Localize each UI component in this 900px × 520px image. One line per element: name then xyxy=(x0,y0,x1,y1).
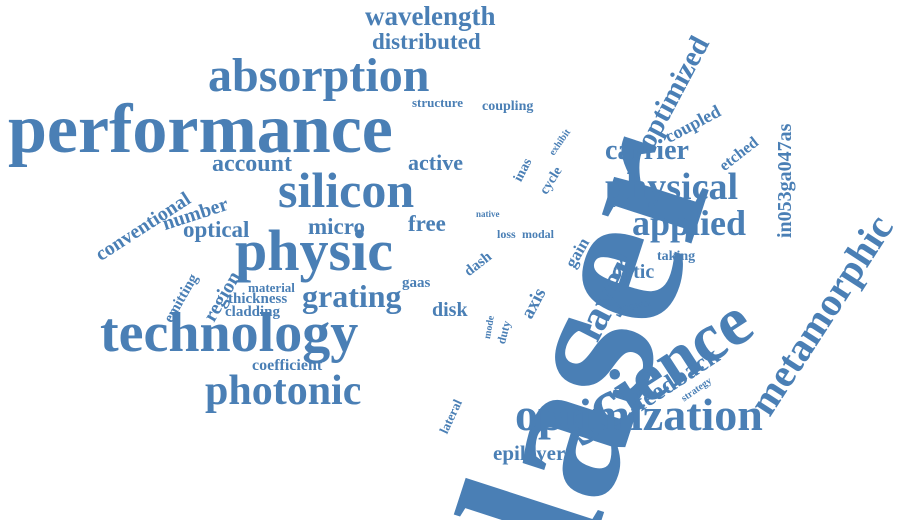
word-active: active xyxy=(408,152,463,174)
word-native: native xyxy=(476,210,500,219)
word-coupling: coupling xyxy=(482,100,533,114)
word-disk: disk xyxy=(432,300,468,320)
word-optical: optical xyxy=(183,218,249,241)
word-metamorphic: metamorphic xyxy=(742,208,900,422)
word-absorption: absorption xyxy=(208,52,429,100)
word-silicon: silicon xyxy=(278,165,414,215)
word-physical: physical xyxy=(605,168,738,206)
word-cladding: cladding xyxy=(225,305,280,320)
word-distributed: distributed xyxy=(372,30,481,53)
word-grating: grating xyxy=(302,280,402,312)
word-free: free xyxy=(408,212,446,235)
word-performance: performance xyxy=(8,95,393,165)
word-loss: loss xyxy=(497,228,516,240)
word-applied: applied xyxy=(632,205,746,241)
word-taking: taking xyxy=(657,250,695,264)
word-account: account xyxy=(212,152,292,176)
word-gaas: gaas xyxy=(402,276,430,291)
word-wavelength: wavelength xyxy=(365,3,496,30)
word-epilayers: epilayers xyxy=(493,443,573,464)
word-in053ga047as: in053ga047as xyxy=(775,124,795,238)
word-photonic: photonic xyxy=(205,370,361,412)
word-micro: micro xyxy=(308,215,365,238)
word-coefficient: coefficient xyxy=(252,358,322,374)
word-structure: structure xyxy=(412,96,463,109)
word-optic: optic xyxy=(612,262,654,282)
word-modal: modal xyxy=(522,228,554,240)
